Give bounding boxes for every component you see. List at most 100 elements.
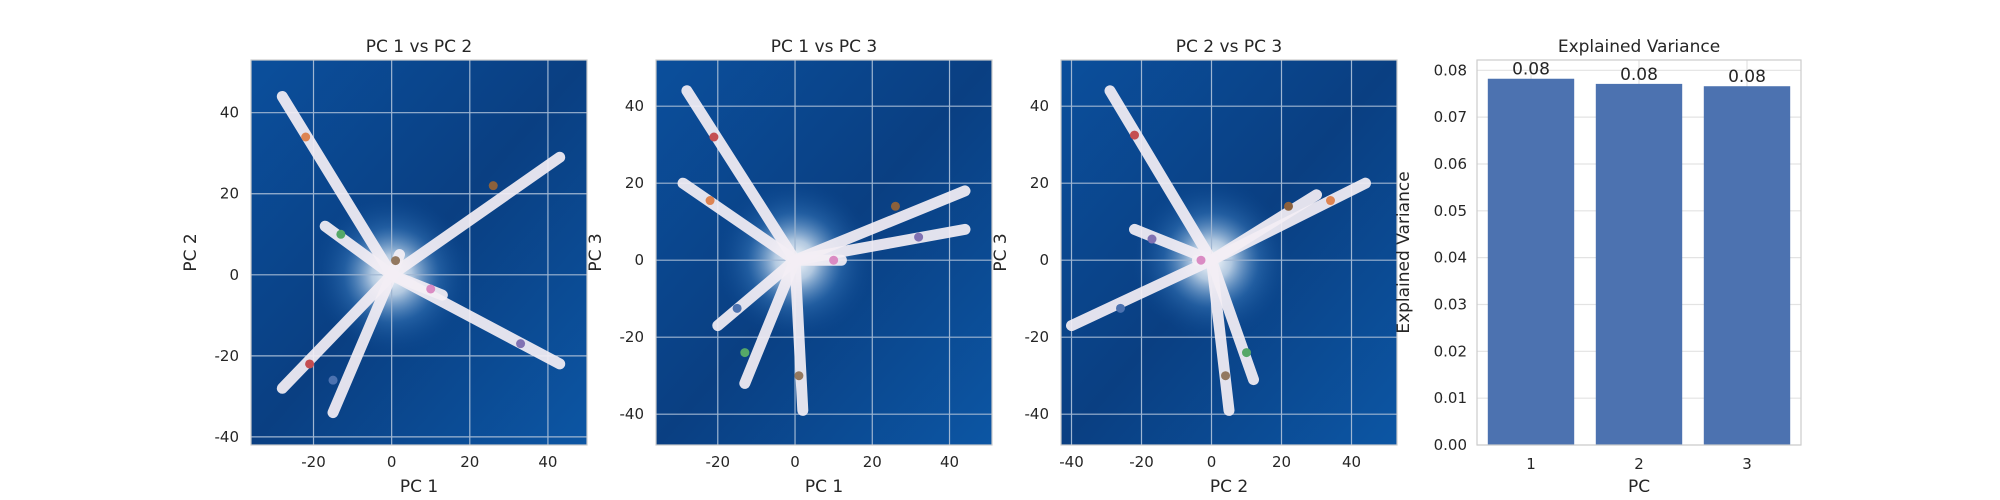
data-point	[709, 132, 719, 142]
data-point	[301, 132, 311, 142]
trajectory-trail	[789, 185, 971, 266]
y-tick-label: -40	[620, 405, 645, 423]
bar-pc-2	[1595, 83, 1683, 445]
trajectory-group	[276, 91, 566, 419]
data-point	[732, 303, 742, 313]
chart-panel-4: 0.00 0.01 0.02 0.03 0.04 0.05 0.06 0.07 0.08 0.08…	[1394, 37, 1802, 497]
chart-title: PC 1 vs PC 2	[366, 37, 472, 57]
bar-value-label: 0.08	[1620, 65, 1658, 85]
chart-title: Explained Variance	[1558, 37, 1720, 57]
y-tick-label: 40	[220, 104, 239, 122]
y-axis-label: Explained Variance	[1394, 171, 1414, 333]
axes-frame	[250, 59, 588, 446]
x-tick-label: -20	[301, 453, 326, 471]
data-point	[305, 359, 315, 369]
y-tick-label: -40	[215, 428, 240, 446]
data-point	[516, 339, 526, 349]
data-point	[740, 348, 750, 358]
trajectory-group	[677, 85, 971, 416]
data-point	[391, 256, 401, 266]
bar-pc-1	[1487, 78, 1575, 445]
data-point	[1326, 196, 1335, 206]
x-tick-label: -40	[1059, 453, 1084, 471]
x-axis-label: PC 1	[400, 477, 438, 497]
y-tick-label: 0.04	[1434, 249, 1467, 267]
x-axis-label: PC	[1628, 477, 1650, 497]
data-point	[426, 284, 436, 294]
x-tick-label: 40	[538, 453, 557, 471]
x-tick-label: 20	[1272, 453, 1291, 471]
data-point	[1284, 201, 1293, 211]
y-tick-label: 40	[1030, 97, 1049, 115]
x-tick-label: 0	[1207, 453, 1217, 471]
y-tick-label: 0.02	[1434, 342, 1467, 360]
y-tick-label: 20	[625, 174, 644, 192]
y-tick-label: -20	[215, 347, 240, 365]
y-tick-label: 0.05	[1434, 202, 1467, 220]
trajectory-trail	[386, 151, 566, 281]
trajectory-trail	[789, 254, 809, 416]
y-tick-label: 0.01	[1434, 389, 1467, 407]
chart-panel-2: -20 0 20 40 -40 -20 0 20 40 PC 1 vs PC 3 PC 1 PC 3	[586, 37, 993, 497]
data-point	[914, 232, 924, 242]
x-tick-label: 1	[1526, 455, 1536, 473]
x-tick-label: 20	[460, 453, 479, 471]
y-tick-label: 20	[1030, 174, 1049, 192]
trajectory-trail	[681, 85, 801, 266]
data-point	[829, 255, 839, 265]
trajectory-trail	[276, 269, 398, 394]
data-point	[488, 181, 498, 191]
data-point	[1221, 371, 1230, 381]
y-tick-label: 40	[625, 97, 644, 115]
x-axis-label: PC 1	[805, 477, 843, 497]
y-tick-label: -20	[1025, 328, 1050, 346]
data-point	[1116, 303, 1125, 313]
bar-value-label: 0.08	[1728, 67, 1766, 87]
data-point	[336, 229, 346, 239]
y-tick-label: 0.03	[1434, 295, 1467, 313]
trajectory-trail	[327, 269, 398, 419]
x-tick-label: 40	[940, 453, 959, 471]
chart-panel-1: -20 0 20 40 -40 -20 0 20 40 PC 1 vs PC 2 PC 1 PC 2	[181, 37, 588, 497]
x-tick-label: 40	[1342, 453, 1361, 471]
axes-frame	[1476, 59, 1802, 446]
y-tick-label: 0	[634, 251, 644, 269]
x-tick-label: 3	[1742, 455, 1752, 473]
x-tick-label: -20	[1129, 453, 1154, 471]
data-point	[328, 375, 338, 385]
y-tick-label: 0	[229, 266, 239, 284]
trajectory-trail	[712, 254, 801, 332]
y-tick-label: 0.00	[1434, 436, 1467, 454]
chart-title: PC 1 vs PC 3	[771, 37, 877, 57]
chart-panel-3: -40 -20 0 20 40 -40 -20 0 20 40 PC 2 vs PC 3 PC 2 PC…	[991, 37, 1398, 497]
chart-title: PC 2 vs PC 3	[1176, 37, 1282, 57]
y-tick-label: -40	[1025, 405, 1050, 423]
y-tick-label: 20	[220, 185, 239, 203]
axes-frame	[655, 59, 993, 446]
x-tick-label: 20	[863, 453, 882, 471]
data-point	[1196, 255, 1206, 265]
y-tick-label: 0	[1039, 251, 1049, 269]
data-point	[794, 371, 804, 381]
data-point	[705, 196, 715, 206]
x-tick-label: 0	[387, 453, 397, 471]
x-tick-label: 0	[790, 453, 800, 471]
y-tick-label: 0.06	[1434, 155, 1467, 173]
x-axis-label: PC 2	[1210, 477, 1248, 497]
y-tick-label: 0.07	[1434, 108, 1467, 126]
bar-value-label: 0.08	[1512, 60, 1550, 80]
data-point	[1130, 130, 1139, 140]
trajectory-trail	[276, 91, 398, 281]
y-axis-label: PC 3	[586, 233, 606, 271]
trajectory-trail	[677, 177, 801, 266]
y-tick-label: -20	[620, 328, 645, 346]
trajectory-trail	[1066, 254, 1217, 332]
trajectory-trail	[739, 254, 801, 389]
trajectory-trail	[319, 220, 398, 281]
axes-frame	[1060, 59, 1398, 446]
x-tick-label: 2	[1634, 455, 1644, 473]
x-tick-label: -20	[706, 453, 731, 471]
y-axis-label: PC 2	[181, 233, 201, 271]
trajectory-trail	[1104, 85, 1217, 266]
